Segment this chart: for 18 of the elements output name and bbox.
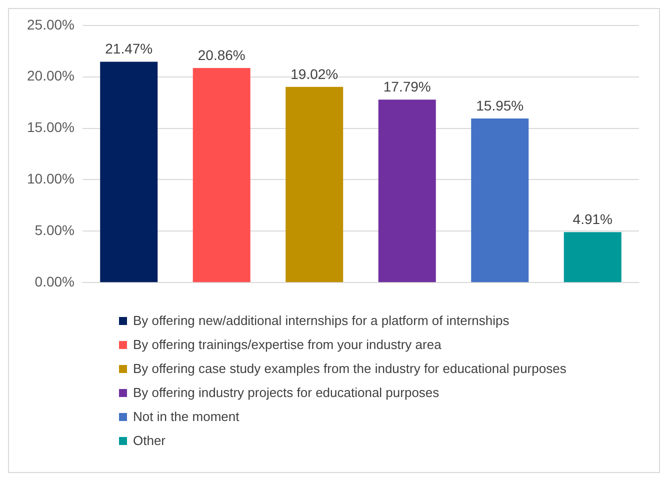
y-tick-label: 25.00%	[27, 16, 74, 32]
legend-label: By offering new/additional internships for a platform of internships	[133, 313, 510, 328]
data-label: 21.47%	[105, 40, 153, 57]
data-label: 19.02%	[290, 66, 338, 82]
legend-label: Not in the moment	[133, 409, 240, 424]
y-tick-label: 5.00%	[34, 222, 74, 238]
legend-label: Other	[133, 433, 166, 448]
y-tick-label: 0.00%	[34, 273, 74, 290]
legend-label: By offering case study examples from the industry for educational purposes	[133, 361, 566, 376]
y-tick-label: 10.00%	[27, 170, 74, 187]
data-label: 17.79%	[383, 78, 431, 94]
y-tick-label: 15.00%	[27, 119, 74, 136]
data-label: 15.95%	[476, 97, 524, 114]
legend-label: By offering industry projects for educational purposes	[133, 385, 440, 400]
data-label: 20.86%	[198, 46, 246, 63]
data-label: 4.91%	[572, 210, 612, 227]
y-tick-label: 20.00%	[27, 68, 74, 84]
legend-label: By offering trainings/expertise from your industry area	[133, 337, 442, 352]
